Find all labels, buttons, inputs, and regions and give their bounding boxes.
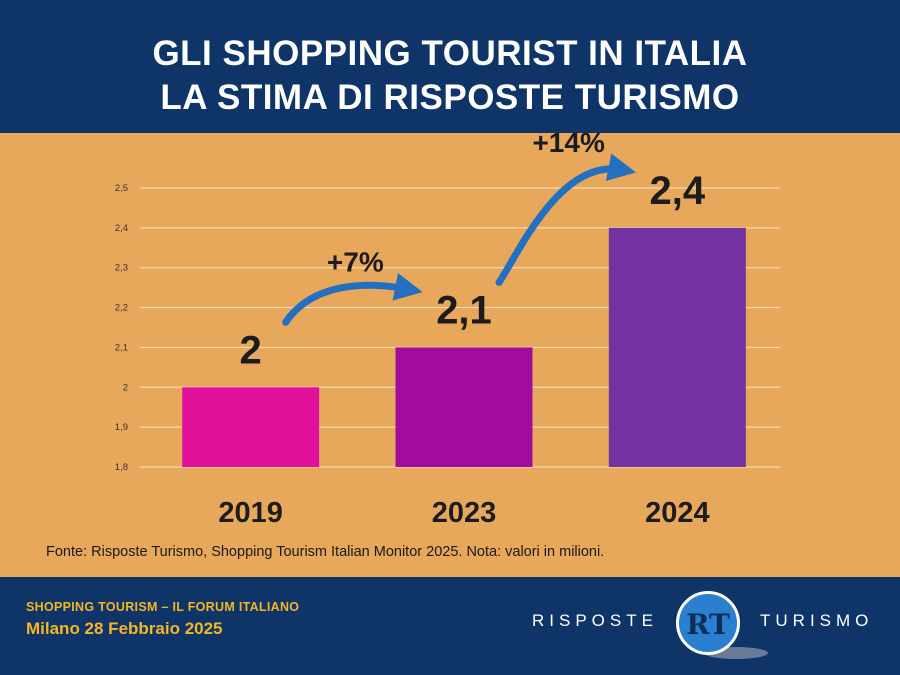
bar-chart: 1,8 1,9 2 2,1 2,2 2,3 2,4 2,5 2 2019 2,1 2023 2,4 202… bbox=[115, 133, 780, 529]
page-title: GLI SHOPPING TOURIST IN ITALIA LA STIMA … bbox=[0, 32, 900, 120]
y-tick-label: 2,4 bbox=[115, 223, 128, 234]
brand-word-left: RISPOSTE bbox=[532, 611, 658, 630]
y-tick-label: 2,1 bbox=[115, 342, 128, 353]
x-tick-label: 2024 bbox=[645, 497, 710, 529]
x-tick-label: 2019 bbox=[218, 497, 283, 529]
y-tick-label: 2 bbox=[123, 382, 128, 393]
footer-band: SHOPPING TOURISM – IL FORUM ITALIANO Mil… bbox=[0, 577, 900, 675]
title-line-2: LA STIMA DI RISPOSTE TURISMO bbox=[160, 78, 740, 117]
growth-arrow bbox=[495, 153, 637, 286]
brand-logo-icon: RT bbox=[676, 591, 740, 655]
data-label: 2,1 bbox=[436, 288, 492, 332]
forum-name: SHOPPING TOURISM – IL FORUM ITALIANO bbox=[26, 600, 300, 614]
source-note: Fonte: Risposte Turismo, Shopping Touris… bbox=[46, 544, 605, 560]
logo-monogram: RT bbox=[686, 608, 730, 641]
data-label: 2,4 bbox=[650, 169, 706, 213]
bar bbox=[608, 227, 746, 467]
data-label: 2 bbox=[240, 328, 262, 372]
brand-word-right: TURISMO bbox=[760, 611, 874, 630]
bar bbox=[182, 387, 320, 467]
y-tick-label: 1,8 bbox=[115, 462, 128, 473]
y-tick-label: 2,5 bbox=[115, 183, 128, 194]
y-tick-label: 2,2 bbox=[115, 303, 128, 314]
title-line-1: GLI SHOPPING TOURIST IN ITALIA bbox=[152, 34, 748, 73]
growth-arrow bbox=[282, 273, 423, 326]
growth-label: +14% bbox=[532, 133, 604, 158]
header-band bbox=[0, 0, 900, 133]
y-tick-label: 2,3 bbox=[115, 263, 128, 274]
event-date: Milano 28 Febbraio 2025 bbox=[26, 619, 223, 638]
x-tick-label: 2023 bbox=[432, 497, 497, 529]
y-tick-label: 1,9 bbox=[115, 422, 128, 433]
bar bbox=[395, 347, 533, 467]
growth-label: +7% bbox=[327, 246, 384, 277]
